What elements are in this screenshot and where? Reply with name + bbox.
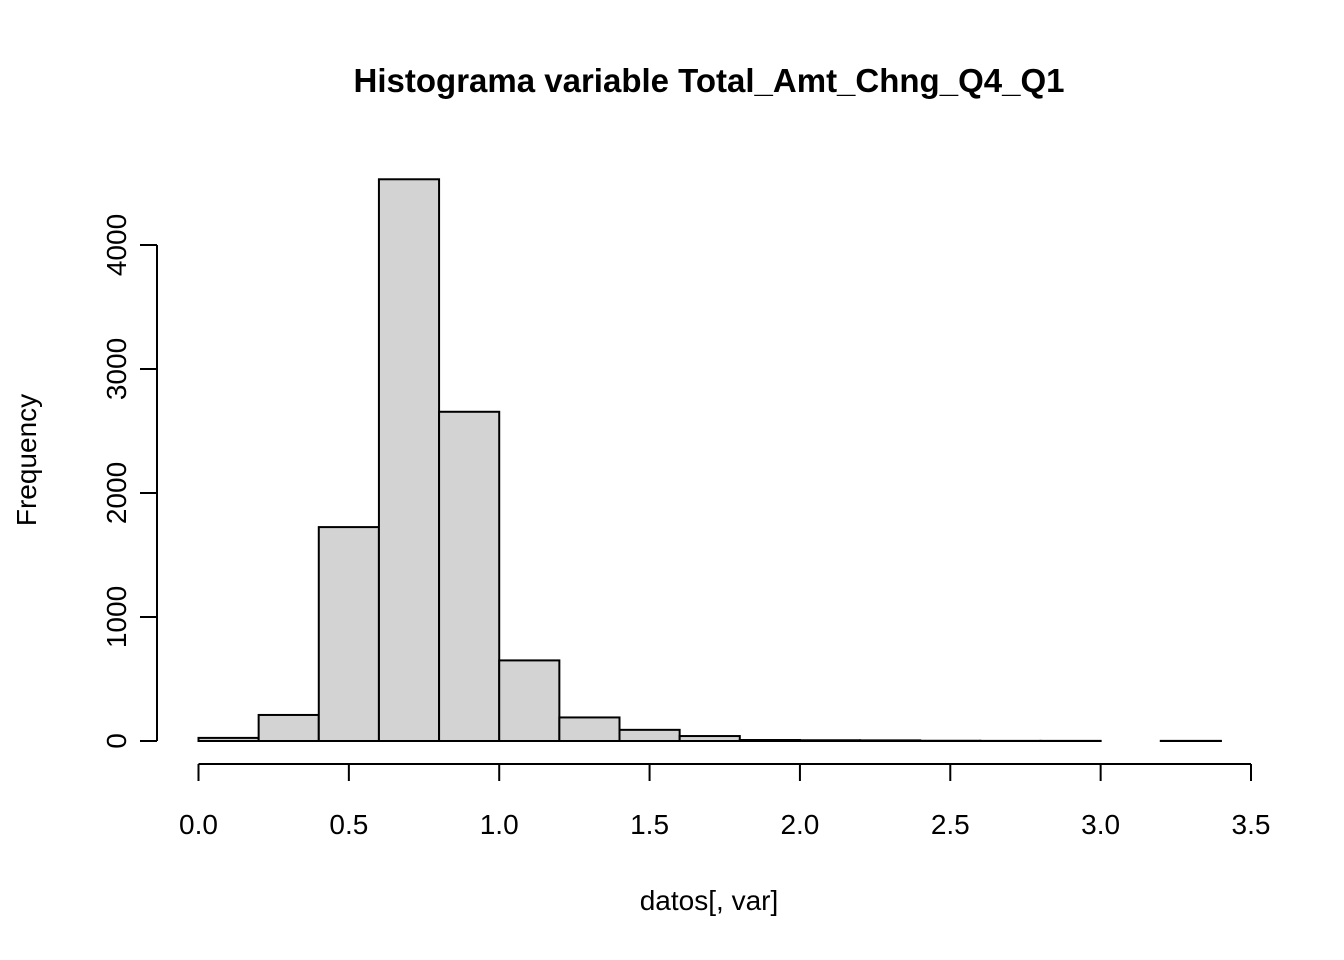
histogram-bar (798, 739, 862, 742)
x-tick-label: 2.0 (780, 809, 819, 840)
bars-group (197, 178, 1222, 743)
y-axis-label: Frequency (11, 394, 42, 526)
histogram-bar (197, 736, 260, 743)
histogram-bar (257, 713, 320, 743)
x-tick-label: 2.5 (931, 809, 970, 840)
histogram-bar (438, 410, 501, 742)
x-tick-label: 3.0 (1081, 809, 1120, 840)
y-tick-label: 2000 (101, 462, 132, 524)
histogram-bar (678, 735, 741, 742)
histogram-bar (498, 659, 561, 743)
chart-title: Histograma variable Total_Amt_Chng_Q4_Q1 (354, 62, 1065, 99)
x-tick-label: 1.0 (480, 809, 519, 840)
histogram-bar (738, 739, 801, 742)
y-tick-label: 3000 (101, 338, 132, 400)
y-tick-label: 4000 (101, 214, 132, 276)
histogram-bar (377, 178, 441, 742)
x-tick-label: 0.5 (329, 809, 368, 840)
x-tick-label: 1.5 (630, 809, 669, 840)
y-axis: 0 1000 2000 3000 4000 (101, 214, 158, 749)
y-tick-label: 0 (101, 733, 132, 749)
histogram-bar (618, 728, 681, 743)
x-axis: 0.0 0.5 1.0 1.5 2.0 2.5 3.0 3.5 (179, 763, 1271, 840)
histogram-bar (859, 739, 922, 743)
x-tick-label: 3.5 (1232, 809, 1271, 840)
histogram-bar (558, 716, 621, 743)
x-tick-label: 0.0 (179, 809, 218, 840)
histogram-bar (317, 526, 380, 742)
x-axis-label: datos[, var] (640, 885, 779, 916)
y-tick-label: 1000 (101, 586, 132, 648)
